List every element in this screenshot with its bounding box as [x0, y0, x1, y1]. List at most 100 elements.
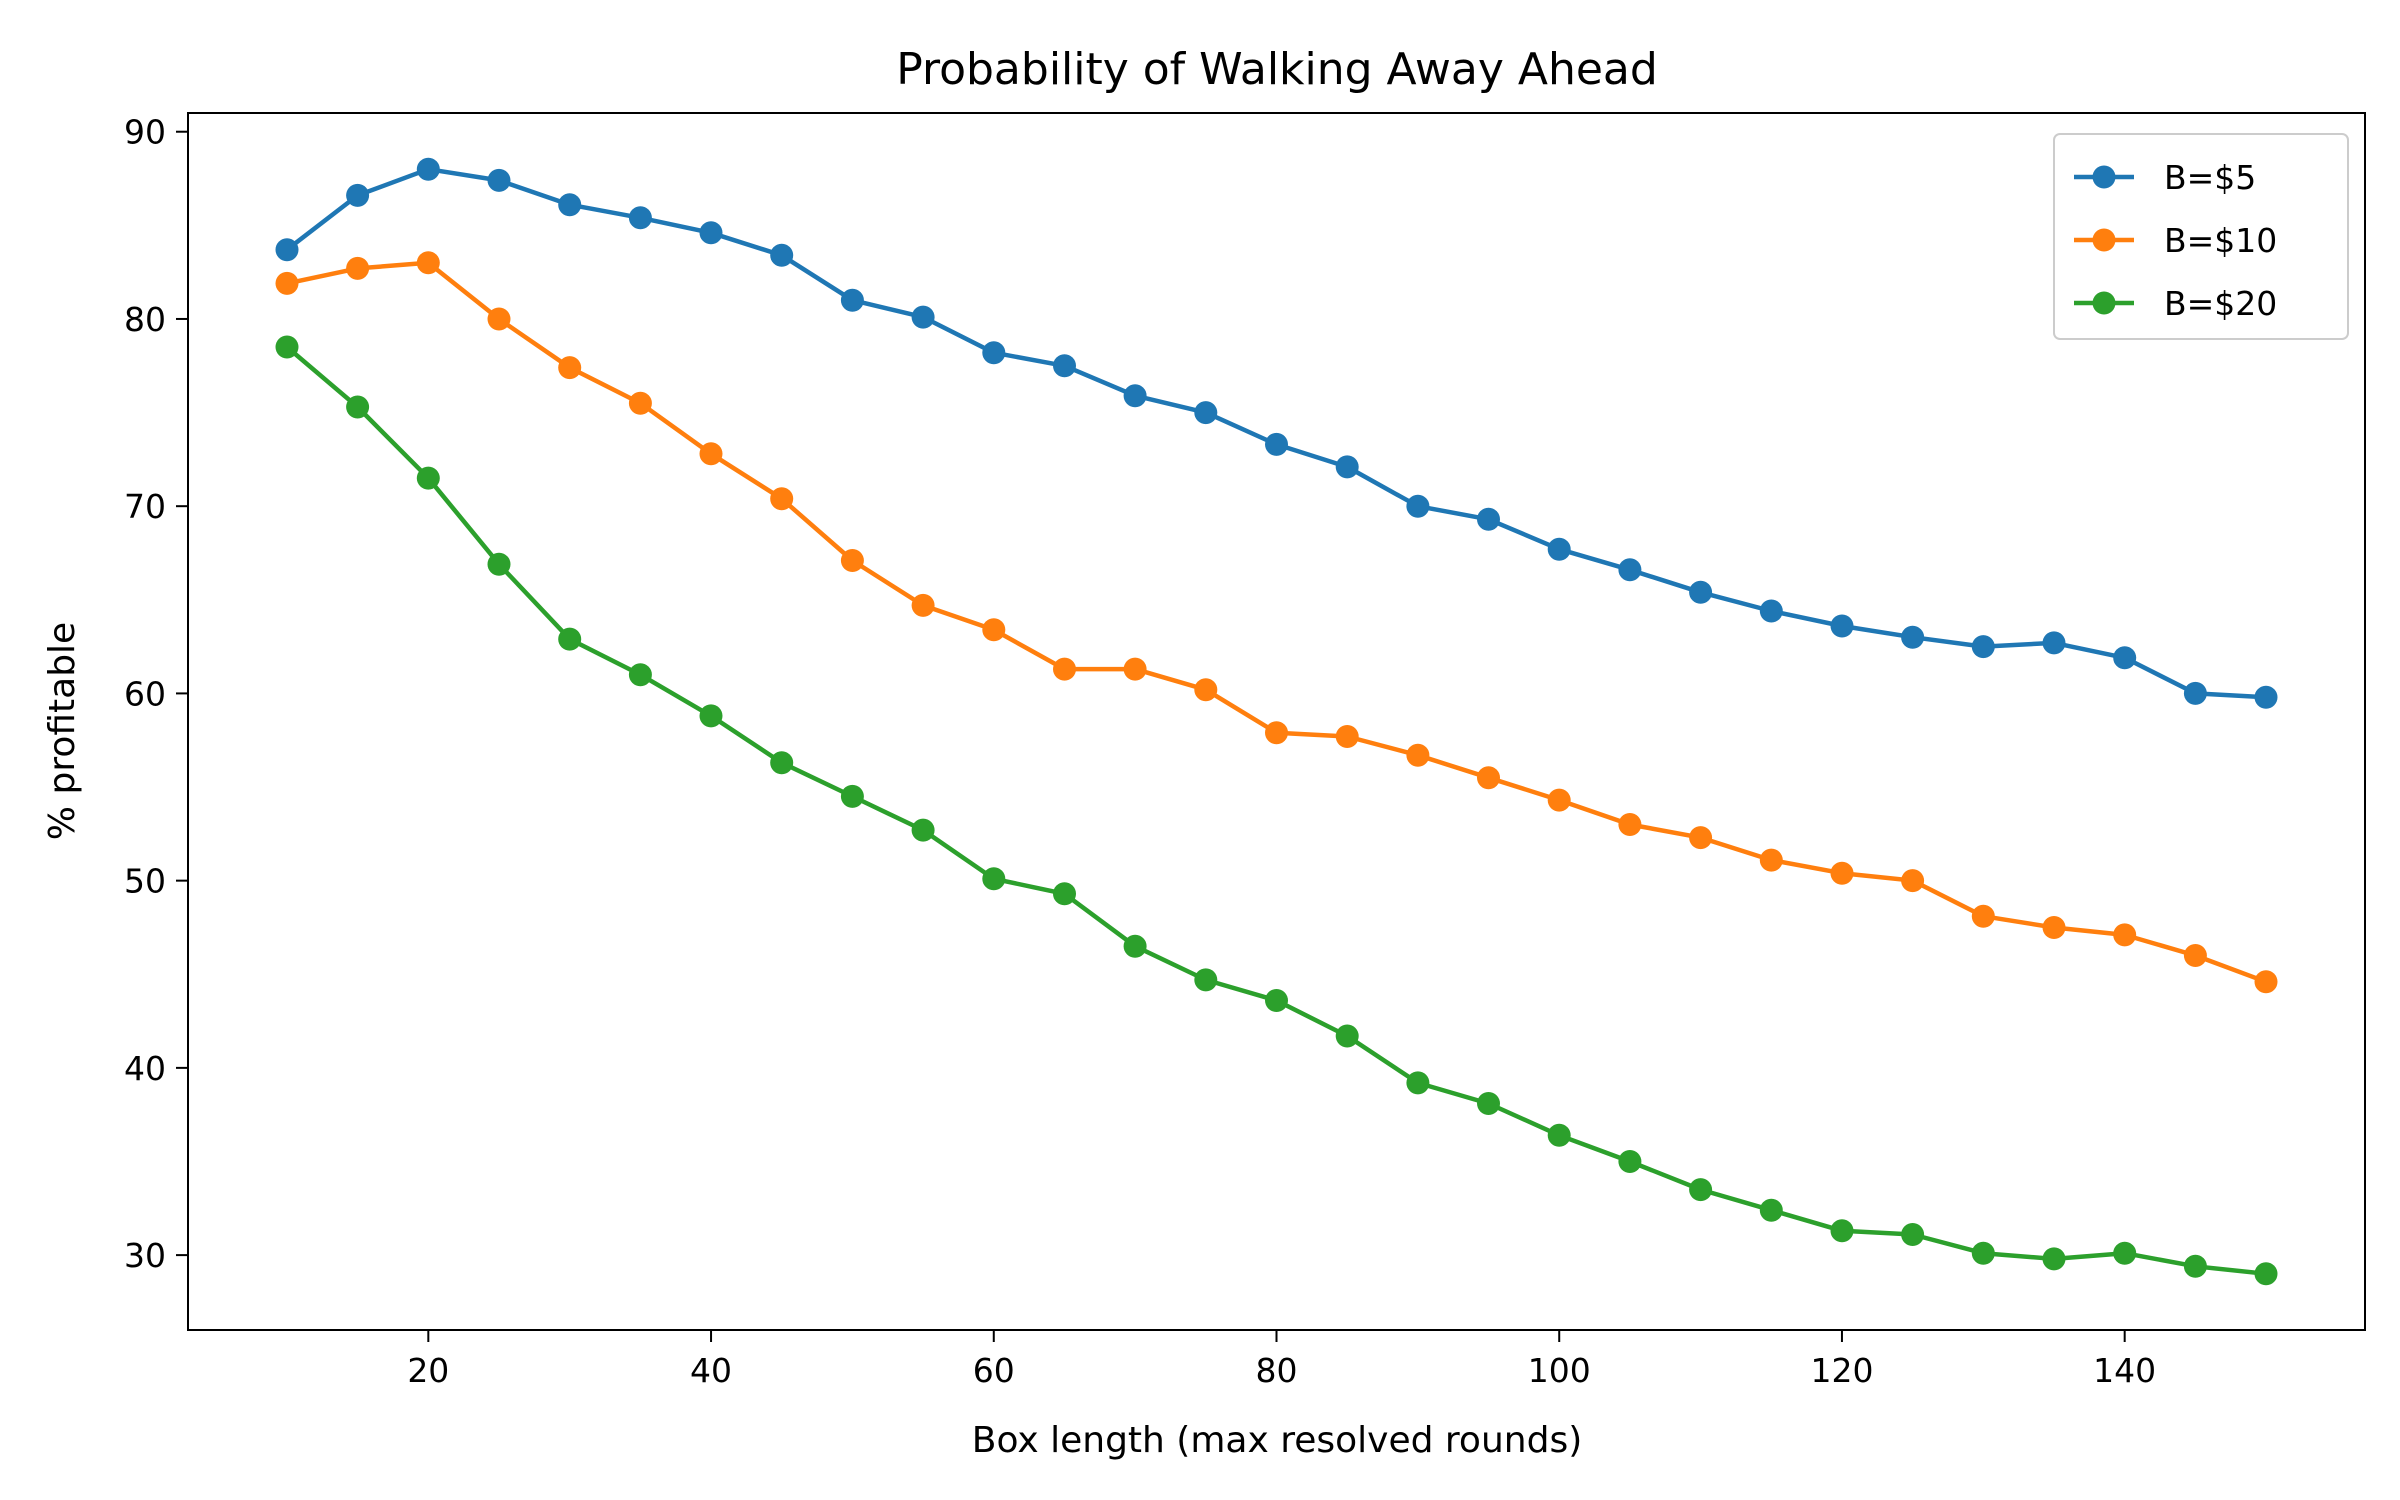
data-point [1053, 657, 1076, 681]
data-point [1547, 788, 1571, 812]
data-point [2113, 1241, 2137, 1265]
data-point [1547, 1123, 1571, 1147]
legend-entry-0: B=$5 [2074, 158, 2256, 197]
data-point [2183, 681, 2207, 705]
data-point [911, 305, 935, 329]
data-point [1335, 455, 1359, 479]
data-point [1194, 401, 1218, 425]
data-point [1547, 537, 1571, 561]
data-point [2042, 916, 2066, 939]
data-point [770, 751, 794, 775]
data-point [2183, 944, 2207, 967]
data-point [770, 487, 794, 511]
x-tick-label: 100 [1528, 1351, 1591, 1390]
data-point [1335, 725, 1359, 748]
data-point [911, 818, 935, 842]
data-point [911, 593, 935, 617]
x-tick-label: 80 [1256, 1351, 1298, 1390]
y-tick-label: 50 [124, 862, 166, 901]
data-point [982, 618, 1006, 642]
data-point [1901, 625, 1925, 649]
y-tick-label: 90 [124, 113, 166, 152]
data-point [416, 466, 440, 490]
data-point [487, 552, 511, 576]
data-point [1759, 1198, 1783, 1222]
data-point [2254, 970, 2278, 994]
data-point [1689, 826, 1713, 850]
data-point [558, 627, 582, 651]
legend-box [2053, 133, 2349, 340]
series-1 [275, 251, 2278, 994]
data-point [628, 663, 652, 687]
legend-swatch-marker [2092, 228, 2116, 252]
y-tick-label: 30 [124, 1236, 166, 1275]
legend-swatch-marker [2092, 291, 2116, 315]
series-2 [275, 335, 2278, 1286]
data-point [1618, 1150, 1642, 1173]
data-point [1053, 882, 1076, 906]
data-point [2113, 923, 2137, 947]
data-point [1265, 721, 1288, 745]
data-point [346, 256, 370, 280]
data-point [346, 395, 370, 419]
data-point [699, 221, 723, 245]
y-tick-label: 60 [124, 674, 166, 713]
x-tick-label: 140 [2093, 1351, 2156, 1390]
data-point [1618, 558, 1642, 582]
data-point [487, 307, 511, 331]
data-point [1618, 813, 1642, 836]
series-0 [275, 157, 2278, 709]
data-point [1123, 934, 1147, 958]
data-point [1477, 507, 1500, 531]
axes: 20 40 60 80 100 120 140 30 40 50 60 70 80 90 [124, 112, 2366, 1390]
y-tick-label: 70 [124, 487, 166, 526]
data-point [840, 288, 864, 312]
data-point [2042, 631, 2066, 655]
data-point [1194, 678, 1218, 702]
data-point [628, 206, 652, 230]
data-point [1971, 635, 1995, 659]
data-point [840, 549, 864, 572]
data-point [487, 168, 511, 192]
data-point [416, 251, 440, 275]
data-point [1901, 869, 1925, 893]
x-tick-label: 120 [1810, 1351, 1873, 1390]
data-point [1265, 432, 1288, 456]
x-tick-label: 40 [690, 1351, 732, 1390]
data-point [558, 193, 582, 217]
data-point [982, 867, 1006, 891]
y-tick-label: 80 [124, 300, 166, 339]
legend-label: B=$20 [2164, 284, 2277, 323]
x-tick-label: 60 [973, 1351, 1015, 1390]
data-point [2183, 1254, 2207, 1278]
x-axis-label: Box length (max resolved rounds) [972, 1420, 1583, 1461]
data-point [1406, 743, 1430, 767]
data-point [1901, 1223, 1925, 1246]
data-point [1406, 494, 1430, 518]
data-point [1830, 1219, 1854, 1243]
data-point [275, 271, 299, 295]
data-point [1830, 861, 1854, 885]
data-point [699, 704, 723, 728]
data-point [1971, 1241, 1995, 1265]
data-point [982, 341, 1006, 365]
legend-entry-2: B=$20 [2074, 284, 2277, 323]
data-point [699, 442, 723, 466]
data-point [1971, 904, 1995, 928]
x-tick-label: 20 [407, 1351, 449, 1390]
legend-entry-1: B=$10 [2074, 221, 2277, 260]
data-point [840, 784, 864, 808]
data-point [1830, 614, 1854, 638]
legend-swatch-marker [2092, 165, 2116, 189]
data-point [770, 243, 794, 267]
data-point [558, 356, 582, 380]
chart-title: Probability of Walking Away Ahead [896, 44, 1658, 95]
data-point [1477, 766, 1500, 790]
data-point [1759, 599, 1783, 623]
data-point [2254, 685, 2278, 709]
data-point [2042, 1247, 2066, 1271]
legend: B=$5 B=$10 B=$20 [2053, 133, 2349, 340]
data-point [628, 391, 652, 415]
